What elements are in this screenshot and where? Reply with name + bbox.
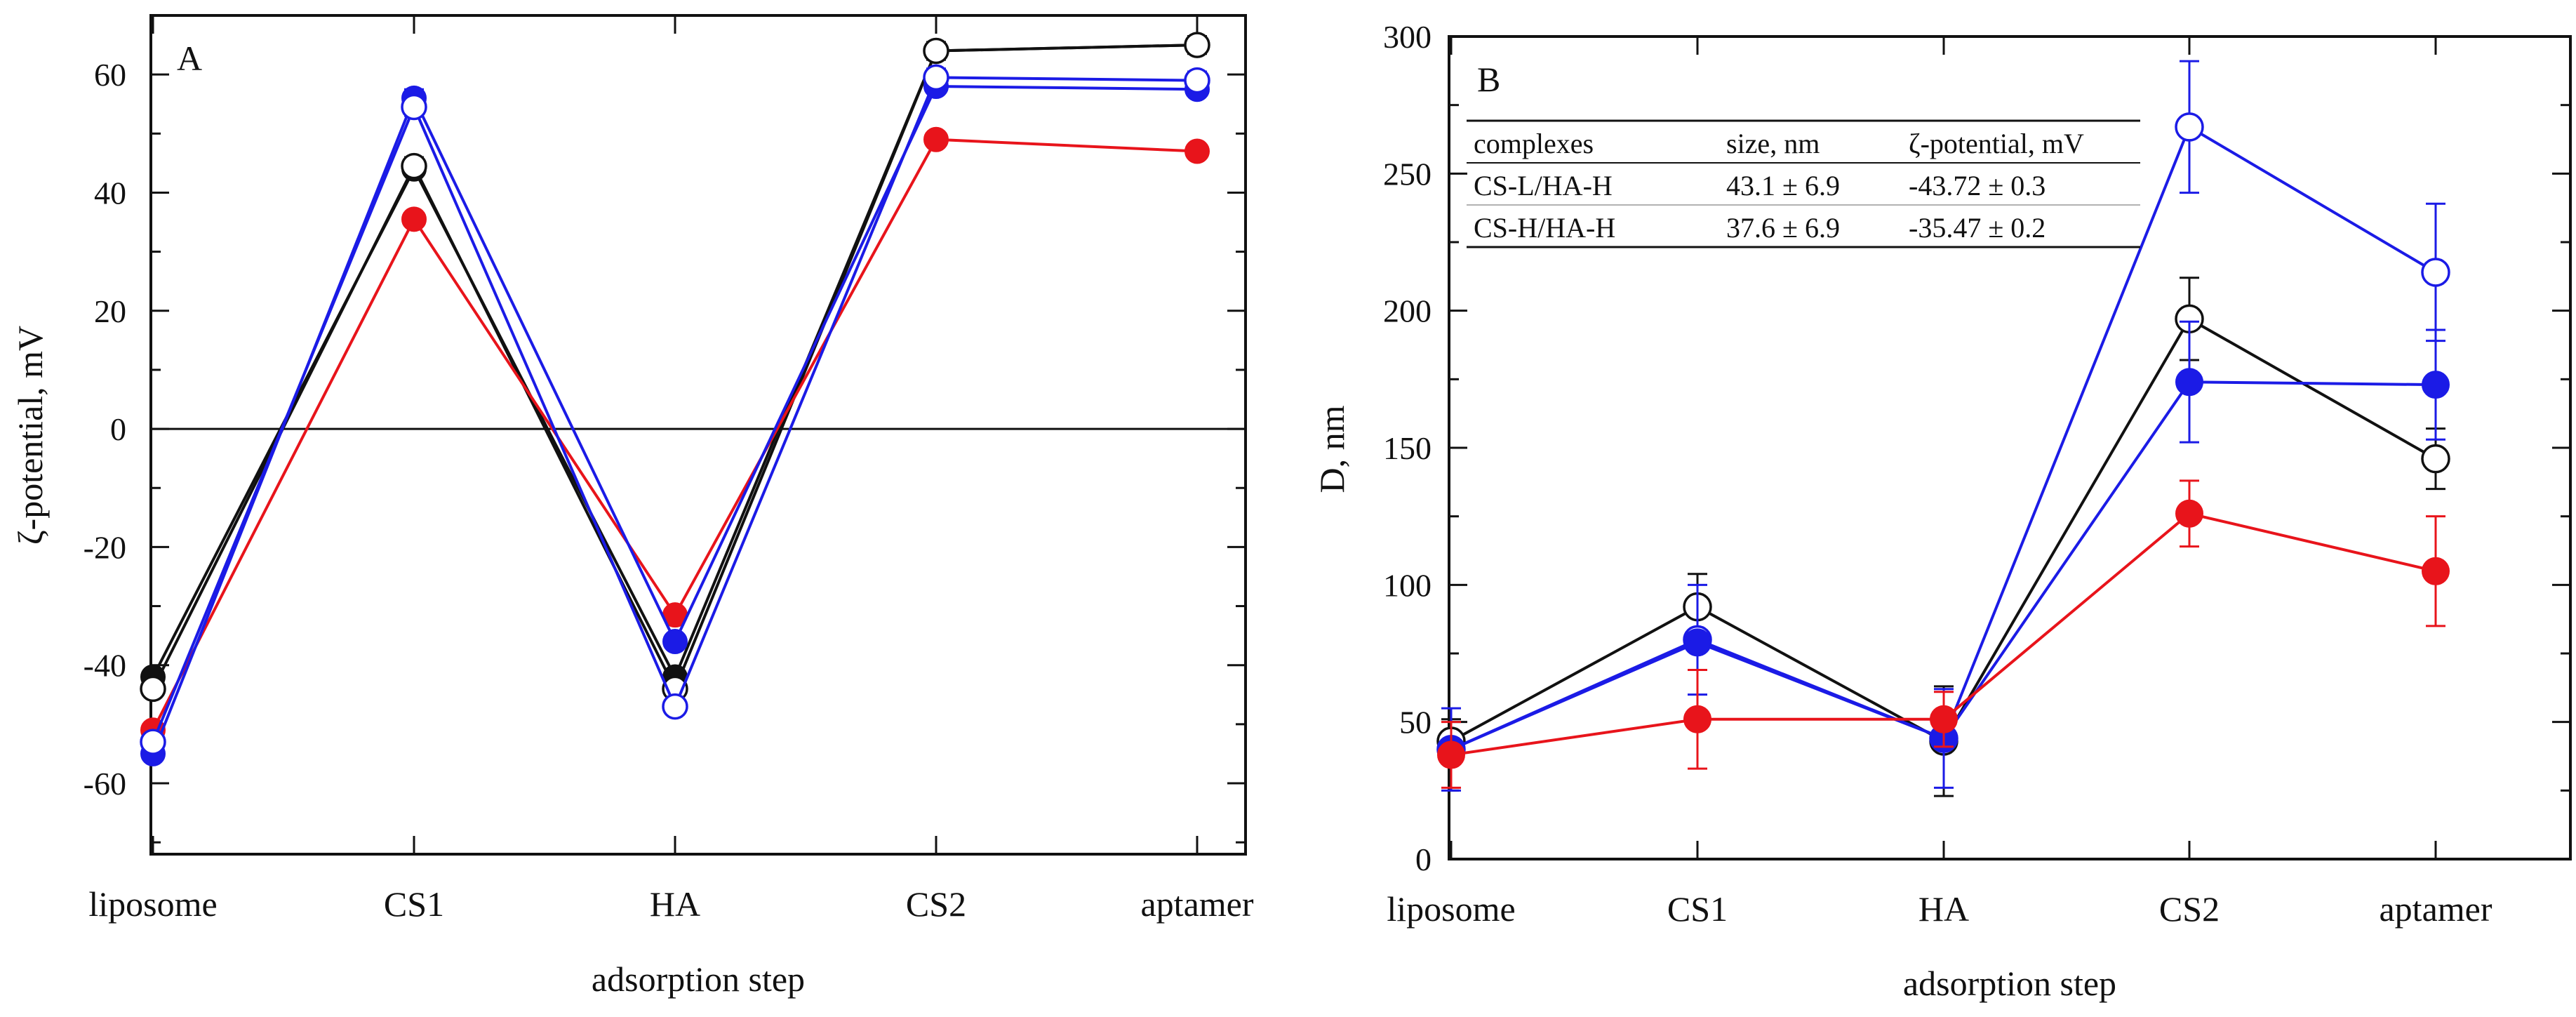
y-tick-label: 0 — [110, 411, 126, 447]
panel-b-frame — [1448, 35, 2572, 860]
y-tick-label: 60 — [94, 57, 126, 93]
data-point — [140, 729, 166, 755]
panel-b-y-tick-labels: 0 50 100 150 200 250 300 — [1383, 19, 1432, 877]
data-point — [2175, 112, 2204, 142]
inset-table-header-size: size, nm — [1726, 128, 1820, 159]
inset-table-cell: CS-L/HA-H — [1474, 170, 1613, 201]
data-point — [1184, 32, 1210, 58]
y-tick-label: 250 — [1383, 156, 1432, 192]
data-point — [662, 629, 688, 655]
data-point — [2421, 258, 2450, 287]
data-point — [923, 126, 949, 152]
panel-b: B 0 50 100 150 200 250 300 liposome CS1 HA CS2 apt… — [1312, 19, 2572, 1003]
y-tick-label: -20 — [84, 529, 126, 565]
data-point — [2422, 557, 2450, 585]
y-tick-label: 0 — [1415, 842, 1432, 877]
series-black-open — [140, 32, 1210, 703]
panel-a-frame — [149, 14, 1247, 856]
panel-a-y-axis-title: ζ-potential, mV — [11, 326, 50, 545]
panel-a-x-axis-title: adsorption step — [592, 959, 805, 999]
panel-a-series — [140, 32, 1210, 766]
x-tick-label: liposome — [1387, 889, 1515, 929]
data-point — [2421, 444, 2450, 474]
panel-b-y-axis-title: D, nm — [1312, 405, 1352, 493]
series-blue-open — [140, 64, 1210, 755]
data-point — [923, 64, 949, 91]
data-point — [1683, 705, 1711, 733]
data-point — [401, 93, 427, 121]
data-point — [2422, 371, 2450, 399]
data-point — [140, 675, 166, 703]
data-point — [1184, 138, 1210, 164]
x-tick-label: liposome — [88, 884, 217, 924]
y-tick-label: 20 — [94, 293, 126, 329]
panel-a-ticks — [151, 14, 1246, 854]
x-tick-label: CS2 — [906, 884, 966, 924]
data-point — [401, 206, 427, 232]
y-tick-label: 300 — [1383, 19, 1432, 55]
series-black-filled — [140, 32, 1210, 690]
data-point — [401, 152, 427, 180]
x-tick-label: CS2 — [2159, 889, 2220, 929]
y-tick-label: 200 — [1383, 293, 1432, 329]
inset-table: complexes size, nm ζ-potential, mV CS-L/… — [1467, 119, 2140, 248]
y-tick-label: 150 — [1383, 430, 1432, 466]
inset-table-header-complexes: complexes — [1474, 128, 1594, 159]
data-point — [1683, 628, 1711, 657]
data-point — [2175, 368, 2203, 397]
x-tick-label: aptamer — [2379, 889, 2492, 929]
panel-b-x-tick-labels: liposome CS1 HA CS2 aptamer — [1387, 889, 2492, 929]
inset-table-cell: -35.47 ± 0.2 — [1909, 212, 2046, 244]
panel-b-ticks — [1449, 35, 2570, 860]
data-point — [1437, 740, 1465, 769]
data-point — [662, 693, 688, 720]
y-tick-label: 40 — [94, 175, 126, 211]
x-tick-label: aptamer — [1140, 884, 1253, 924]
inset-table-cell: -43.72 ± 0.3 — [1909, 170, 2046, 201]
inset-table-header-zeta: ζ-potential, mV — [1909, 128, 2084, 159]
panel-a-letter: A — [177, 39, 202, 78]
inset-table-cell: 37.6 ± 6.9 — [1726, 212, 1840, 244]
x-tick-label: HA — [650, 884, 700, 924]
y-tick-label: -40 — [84, 648, 126, 684]
data-point — [923, 37, 949, 65]
x-tick-label: HA — [1918, 889, 1969, 929]
y-tick-label: 50 — [1399, 705, 1432, 740]
data-point — [1184, 67, 1210, 94]
series-line — [152, 44, 1198, 693]
inset-table-cell: 43.1 ± 6.9 — [1726, 170, 1840, 201]
panel-b-letter: B — [1477, 60, 1500, 99]
series-blue-filled — [140, 73, 1210, 766]
data-point — [1930, 705, 1958, 733]
y-tick-label: 100 — [1383, 567, 1432, 603]
inset-table-cell: CS-H/HA-H — [1474, 212, 1615, 244]
x-tick-label: CS1 — [384, 884, 444, 924]
panel-a-x-tick-labels: liposome CS1 HA CS2 aptamer — [88, 884, 1254, 924]
panel-b-x-axis-title: adsorption step — [1903, 964, 2116, 1003]
data-point — [2175, 499, 2203, 528]
panel-a-y-tick-labels: -60 -40 -20 0 20 40 60 — [84, 57, 126, 802]
y-tick-label: -60 — [84, 766, 126, 802]
panel-b-series — [1436, 60, 2450, 797]
panel-a: A -60 -40 -20 0 20 40 60 liposome CS1 HA CS2 aptam… — [11, 14, 1254, 999]
series-red-filled — [1437, 479, 2450, 789]
x-tick-label: CS1 — [1667, 889, 1728, 929]
